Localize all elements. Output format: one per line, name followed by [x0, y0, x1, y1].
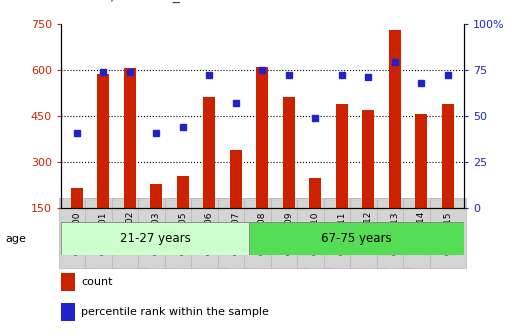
Text: percentile rank within the sample: percentile rank within the sample — [81, 307, 269, 317]
Bar — [124, 68, 136, 208]
Text: 67-75 years: 67-75 years — [321, 232, 392, 245]
Bar — [257, 67, 268, 208]
Bar — [61, 273, 75, 291]
Bar — [71, 188, 83, 208]
Bar — [249, 222, 464, 255]
Bar — [363, 110, 374, 208]
Bar — [204, 97, 215, 208]
Bar — [336, 103, 348, 208]
Bar — [61, 303, 75, 321]
Bar — [310, 177, 321, 208]
Bar — [442, 103, 454, 208]
Bar — [98, 74, 109, 208]
Text: count: count — [81, 277, 112, 287]
Text: age: age — [5, 234, 26, 244]
Bar — [389, 30, 401, 208]
Bar — [283, 97, 295, 208]
Text: GDS288 / 230177_at: GDS288 / 230177_at — [50, 0, 194, 3]
Bar — [151, 184, 162, 208]
Bar — [416, 114, 427, 208]
Text: 21-27 years: 21-27 years — [120, 232, 190, 245]
Bar — [177, 176, 189, 208]
Bar — [61, 222, 249, 255]
Bar — [230, 150, 242, 208]
